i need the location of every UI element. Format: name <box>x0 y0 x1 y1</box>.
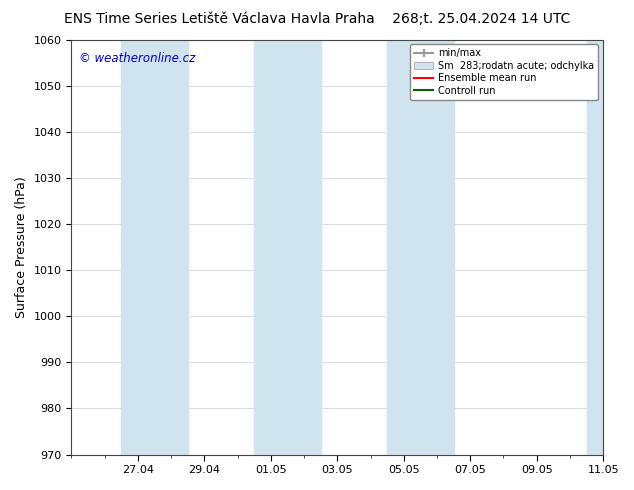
Bar <box>387 40 453 455</box>
Bar <box>121 40 188 455</box>
Bar <box>254 40 321 455</box>
Y-axis label: Surface Pressure (hPa): Surface Pressure (hPa) <box>15 176 28 318</box>
Legend: min/max, Sm  283;rodatn acute; odchylka, Ensemble mean run, Controll run: min/max, Sm 283;rodatn acute; odchylka, … <box>410 45 598 99</box>
Bar <box>586 40 610 455</box>
Text: ENS Time Series Letiště Václava Havla Praha    268;t. 25.04.2024 14 UTC: ENS Time Series Letiště Václava Havla Pr… <box>64 12 570 26</box>
Text: © weatheronline.cz: © weatheronline.cz <box>79 52 196 65</box>
